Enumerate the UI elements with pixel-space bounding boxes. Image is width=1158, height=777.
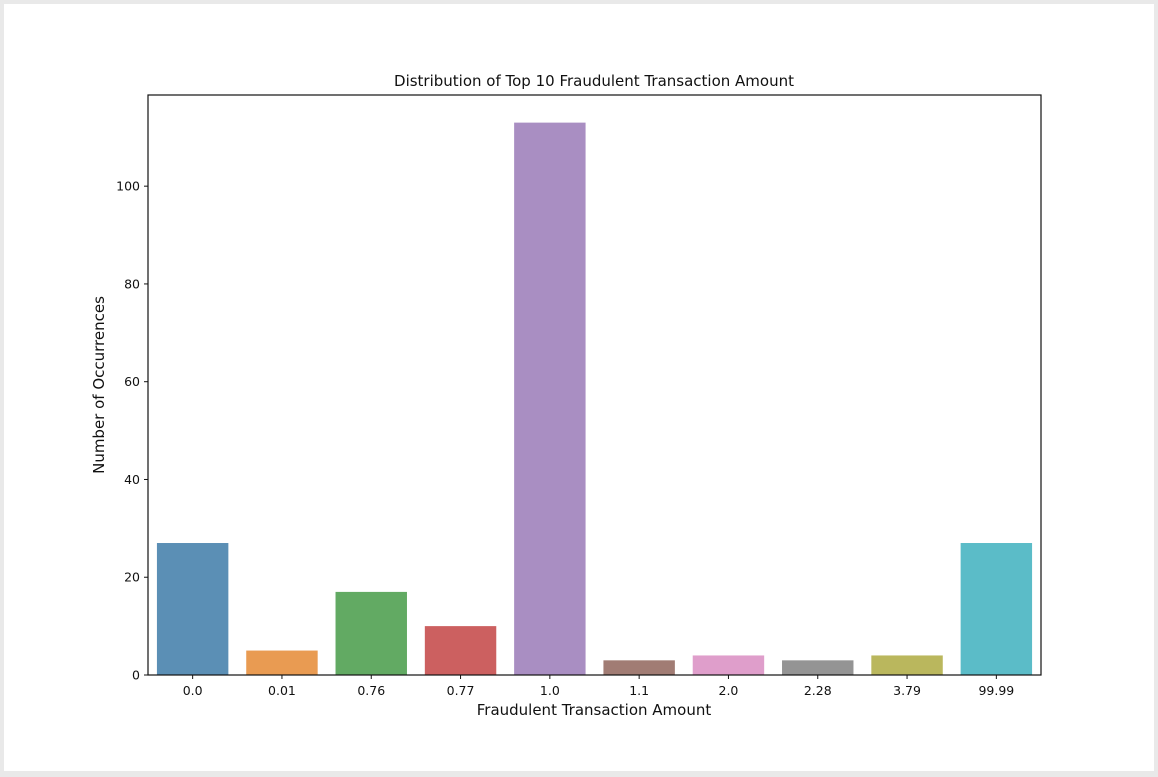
x-tick-label: 2.0 bbox=[719, 683, 739, 698]
plot-area-frame bbox=[147, 94, 1042, 676]
x-tick-label: 0.0 bbox=[183, 683, 203, 698]
x-tick-label: 3.79 bbox=[893, 683, 921, 698]
bar-0.77 bbox=[424, 626, 497, 675]
chart-title: Distribution of Top 10 Fraudulent Transa… bbox=[394, 72, 794, 90]
x-tick-label: 1.0 bbox=[540, 683, 560, 698]
y-tick-label: 20 bbox=[124, 570, 140, 585]
x-tick-label: 2.28 bbox=[804, 683, 832, 698]
y-axis-ticks: 0 20 40 60 80 100 bbox=[116, 179, 148, 683]
y-tick-label: 0 bbox=[132, 668, 140, 683]
bar-99.99 bbox=[960, 543, 1033, 675]
y-tick-label: 100 bbox=[116, 179, 140, 194]
x-axis-label: Fraudulent Transaction Amount bbox=[477, 701, 712, 719]
y-tick-label: 60 bbox=[124, 374, 140, 389]
bar-2.0 bbox=[692, 655, 765, 675]
bar-0.01 bbox=[246, 650, 318, 675]
y-axis-label: Number of Occurrences bbox=[90, 296, 108, 474]
bar-0.76 bbox=[335, 591, 407, 675]
bar-1.1 bbox=[603, 660, 675, 675]
x-tick-label: 0.77 bbox=[447, 683, 475, 698]
y-tick-label: 80 bbox=[124, 276, 140, 291]
bars-group bbox=[156, 122, 1033, 676]
x-tick-label: 0.76 bbox=[357, 683, 385, 698]
bar-1.0 bbox=[514, 122, 586, 676]
bar-3.79 bbox=[871, 655, 943, 675]
x-tick-label: 1.1 bbox=[629, 683, 649, 698]
x-tick-label: 0.01 bbox=[268, 683, 296, 698]
bar-2.28 bbox=[782, 660, 854, 675]
x-axis-ticks: 0.0 0.01 0.76 0.77 1.0 1.1 2.0 2.28 3.79 99.99 bbox=[183, 675, 1014, 698]
x-tick-label: 99.99 bbox=[978, 683, 1014, 698]
y-tick-label: 40 bbox=[124, 472, 140, 487]
bar-0.0 bbox=[156, 543, 229, 675]
